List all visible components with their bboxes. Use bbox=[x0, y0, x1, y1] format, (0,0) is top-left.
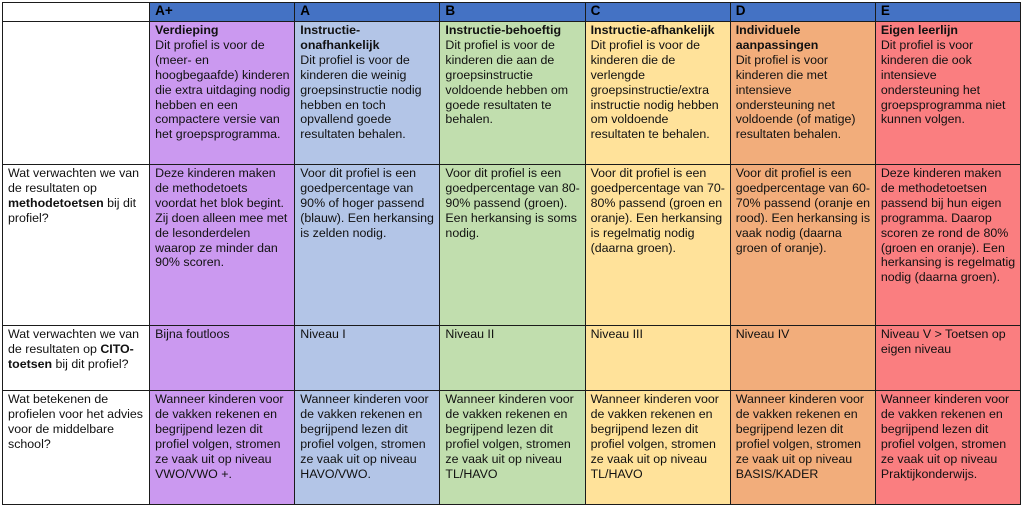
profile-cell-aplus: Verdieping Dit profiel is voor de (meer-… bbox=[149, 21, 296, 166]
label-text: bij dit profiel? bbox=[52, 356, 129, 371]
profile-cell-b: Instructie-behoeftig Dit profiel is voor… bbox=[439, 21, 586, 166]
methodetoetsen-cell-aplus: Deze kinderen maken de methodetoets voor… bbox=[149, 164, 296, 327]
profile-cell-e: Eigen leerlijn Dit profiel is voor kinde… bbox=[874, 21, 1022, 166]
label-text: Wat verwachten we van de resultaten op bbox=[8, 166, 140, 196]
cito-cell-d: Niveau IV bbox=[729, 325, 876, 392]
row-label-cito: Wat verwachten we van de resultaten op C… bbox=[1, 325, 151, 392]
row-cito-toetsen: Wat verwachten we van de resultaten op C… bbox=[1, 325, 1022, 392]
profile-title: Instructie-onafhankelijk bbox=[300, 23, 380, 53]
cito-cell-a: Niveau I bbox=[294, 325, 441, 392]
methodetoetsen-cell-d: Voor dit profiel is een goedpercentage v… bbox=[729, 164, 876, 327]
label-text-bold: CITO-toetsen bbox=[8, 342, 134, 371]
advies-cell-b: Wanneer kinderen voor de vakken rekenen … bbox=[439, 390, 586, 506]
cito-cell-aplus: Bijna foutloos bbox=[149, 325, 296, 392]
methodetoetsen-cell-a: Voor dit profiel is een goedpercentage v… bbox=[294, 164, 441, 327]
profile-cell-d: Individuele aanpassingen Dit profiel is … bbox=[729, 21, 876, 166]
profile-text: Dit profiel is voor de kinderen die de v… bbox=[590, 38, 719, 142]
column-header-b: B bbox=[439, 1, 586, 23]
column-header-c: C bbox=[584, 1, 731, 23]
label-text-bold: methodetoetsen bbox=[8, 195, 104, 210]
cito-cell-c: Niveau III bbox=[584, 325, 731, 392]
label-text: bij dit profiel? bbox=[8, 195, 137, 225]
column-header-d: D bbox=[729, 1, 876, 23]
profile-text: Dit profiel is voor de (meer- en hoogbeg… bbox=[155, 38, 291, 142]
column-header-a: A bbox=[294, 1, 441, 23]
cito-cell-b: Niveau II bbox=[439, 325, 586, 392]
profile-title: Eigen leerlijn bbox=[880, 23, 958, 38]
advies-cell-a: Wanneer kinderen voor de vakken rekenen … bbox=[294, 390, 441, 506]
row-advies-middelbare-school: Wat betekenen de profielen voor het advi… bbox=[1, 390, 1022, 506]
label-text: Wat betekenen de profielen voor het advi… bbox=[8, 392, 144, 451]
row-label-methodetoetsen: Wat verwachten we van de resultaten op m… bbox=[1, 164, 151, 327]
corner-cell bbox=[1, 1, 151, 23]
methodetoetsen-cell-e: Deze kinderen maken de methodetoetsen pa… bbox=[874, 164, 1022, 327]
column-header-aplus: A+ bbox=[149, 1, 296, 23]
advies-cell-aplus: Wanneer kinderen voor de vakken rekenen … bbox=[149, 390, 296, 506]
row-label-empty bbox=[1, 21, 151, 166]
methodetoetsen-cell-c: Voor dit profiel is een goedpercentage v… bbox=[584, 164, 731, 327]
header-row: A+ A B C D E bbox=[1, 1, 1022, 23]
row-profile-description: Verdieping Dit profiel is voor de (meer-… bbox=[1, 21, 1022, 166]
advies-cell-c: Wanneer kinderen voor de vakken rekenen … bbox=[584, 390, 731, 506]
profile-title: Verdieping bbox=[155, 23, 219, 38]
profile-cell-a: Instructie-onafhankelijk Dit profiel is … bbox=[294, 21, 441, 166]
profiles-table: A+ A B C D E Verdieping Dit profiel is v… bbox=[1, 1, 1022, 506]
advies-cell-e: Wanneer kinderen voor de vakken rekenen … bbox=[874, 390, 1022, 506]
advies-cell-d: Wanneer kinderen voor de vakken rekenen … bbox=[729, 390, 876, 506]
profile-title: Instructie-behoeftig bbox=[445, 23, 562, 38]
profile-text: Dit profiel is voor kinderen die met int… bbox=[735, 52, 856, 142]
profile-title: Individuele aanpassingen bbox=[735, 23, 819, 53]
profile-text: Dit profiel is voor kinderen die ook int… bbox=[880, 38, 1006, 127]
row-methodetoetsen: Wat verwachten we van de resultaten op m… bbox=[1, 164, 1022, 327]
profile-title: Instructie-afhankelijk bbox=[590, 23, 715, 38]
profile-text: Dit profiel is voor de kinderen die aan … bbox=[445, 38, 569, 127]
label-text: Wat verwachten we van de resultaten op bbox=[8, 327, 140, 357]
profile-cell-c: Instructie-afhankelijk Dit profiel is vo… bbox=[584, 21, 731, 166]
cito-cell-e: Niveau V > Toetsen op eigen niveau bbox=[874, 325, 1022, 392]
methodetoetsen-cell-b: Voor dit profiel is een goedpercentage v… bbox=[439, 164, 586, 327]
column-header-e: E bbox=[874, 1, 1022, 23]
row-label-advies: Wat betekenen de profielen voor het advi… bbox=[1, 390, 151, 506]
profile-text: Dit profiel is voor de kinderen die wein… bbox=[300, 52, 422, 142]
